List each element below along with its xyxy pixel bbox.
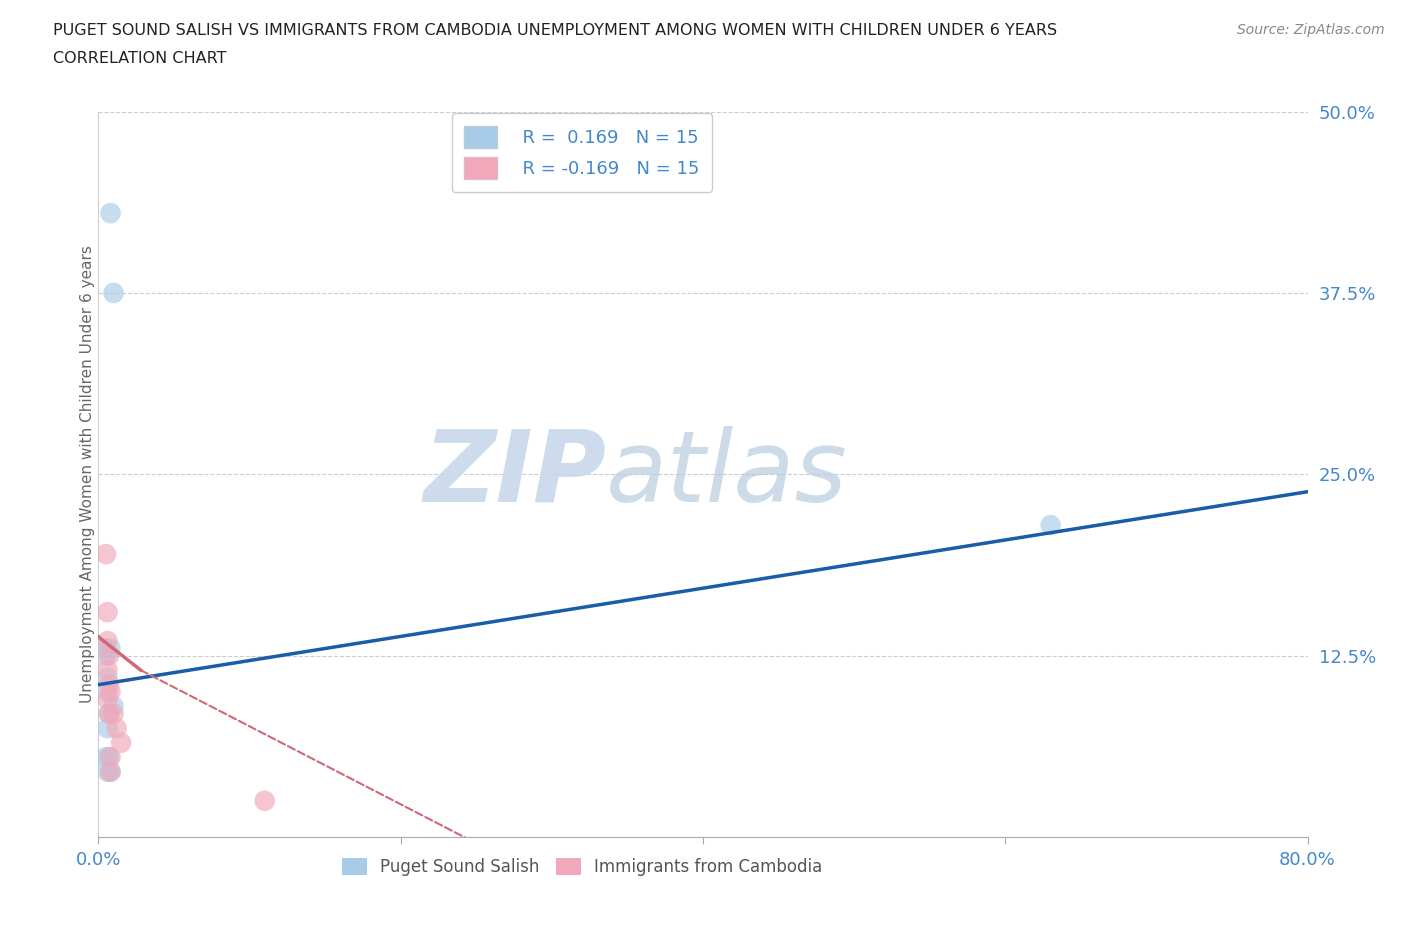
Point bbox=[100, 764, 122, 779]
Point bbox=[96, 633, 118, 648]
Point bbox=[96, 684, 118, 699]
Point bbox=[98, 750, 121, 764]
Point bbox=[94, 648, 117, 663]
Point bbox=[103, 286, 125, 300]
Point bbox=[98, 706, 121, 721]
Point bbox=[96, 764, 118, 779]
Point bbox=[94, 750, 117, 764]
Point bbox=[103, 699, 125, 714]
Point bbox=[96, 604, 118, 619]
Point bbox=[94, 547, 117, 562]
Point bbox=[103, 706, 125, 721]
Point bbox=[100, 764, 122, 779]
Point bbox=[100, 206, 122, 220]
Point bbox=[100, 641, 122, 656]
Point bbox=[98, 677, 121, 692]
Text: PUGET SOUND SALISH VS IMMIGRANTS FROM CAMBODIA UNEMPLOYMENT AMONG WOMEN WITH CHI: PUGET SOUND SALISH VS IMMIGRANTS FROM CA… bbox=[53, 23, 1057, 38]
Text: ZIP: ZIP bbox=[423, 426, 606, 523]
Point bbox=[96, 721, 118, 736]
Text: atlas: atlas bbox=[606, 426, 848, 523]
Point bbox=[94, 641, 117, 656]
Point bbox=[1039, 518, 1062, 533]
Point bbox=[105, 721, 128, 736]
Point bbox=[110, 736, 132, 751]
Text: Source: ZipAtlas.com: Source: ZipAtlas.com bbox=[1237, 23, 1385, 37]
Point bbox=[96, 670, 118, 684]
Point bbox=[96, 692, 118, 707]
Y-axis label: Unemployment Among Women with Children Under 6 years: Unemployment Among Women with Children U… bbox=[80, 246, 94, 703]
Legend: Puget Sound Salish, Immigrants from Cambodia: Puget Sound Salish, Immigrants from Camb… bbox=[335, 852, 830, 883]
Point bbox=[100, 750, 122, 764]
Point bbox=[100, 684, 122, 699]
Point bbox=[98, 648, 121, 663]
Text: CORRELATION CHART: CORRELATION CHART bbox=[53, 51, 226, 66]
Point bbox=[96, 663, 118, 678]
Point bbox=[98, 706, 121, 721]
Point bbox=[253, 793, 276, 808]
